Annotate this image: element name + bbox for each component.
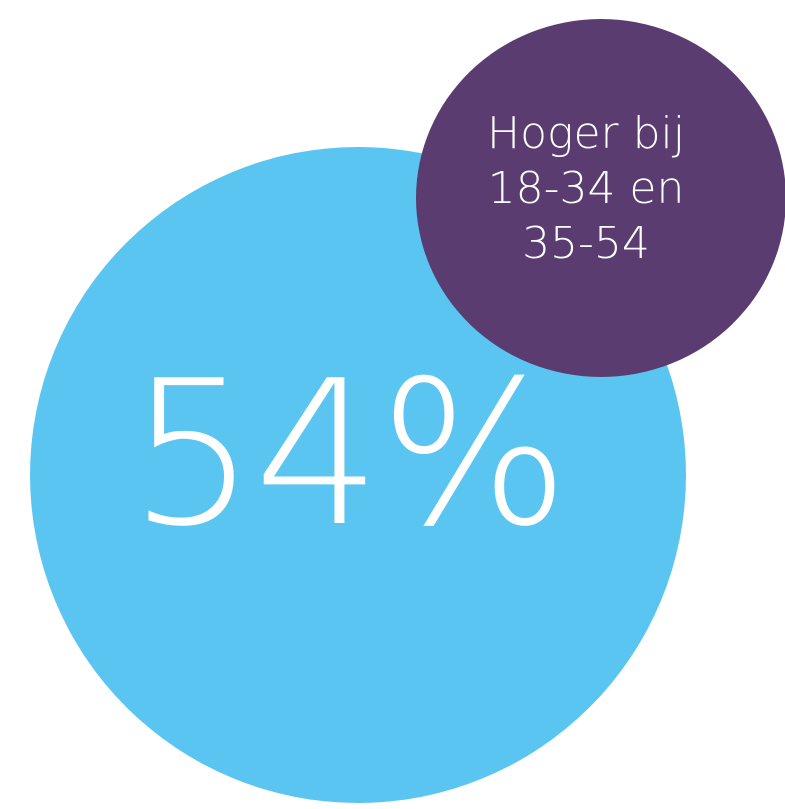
callout-line-3: 35-54 [522,217,650,269]
callout-text: Hoger bij 18-34 en 35-54 [487,106,685,271]
callout-line-1: Hoger bij [487,107,685,159]
callout-line-2: 18-34 en [487,162,685,214]
main-stat-value: 54% [128,338,570,571]
callout-circle: Hoger bij 18-34 en 35-54 [416,19,785,377]
